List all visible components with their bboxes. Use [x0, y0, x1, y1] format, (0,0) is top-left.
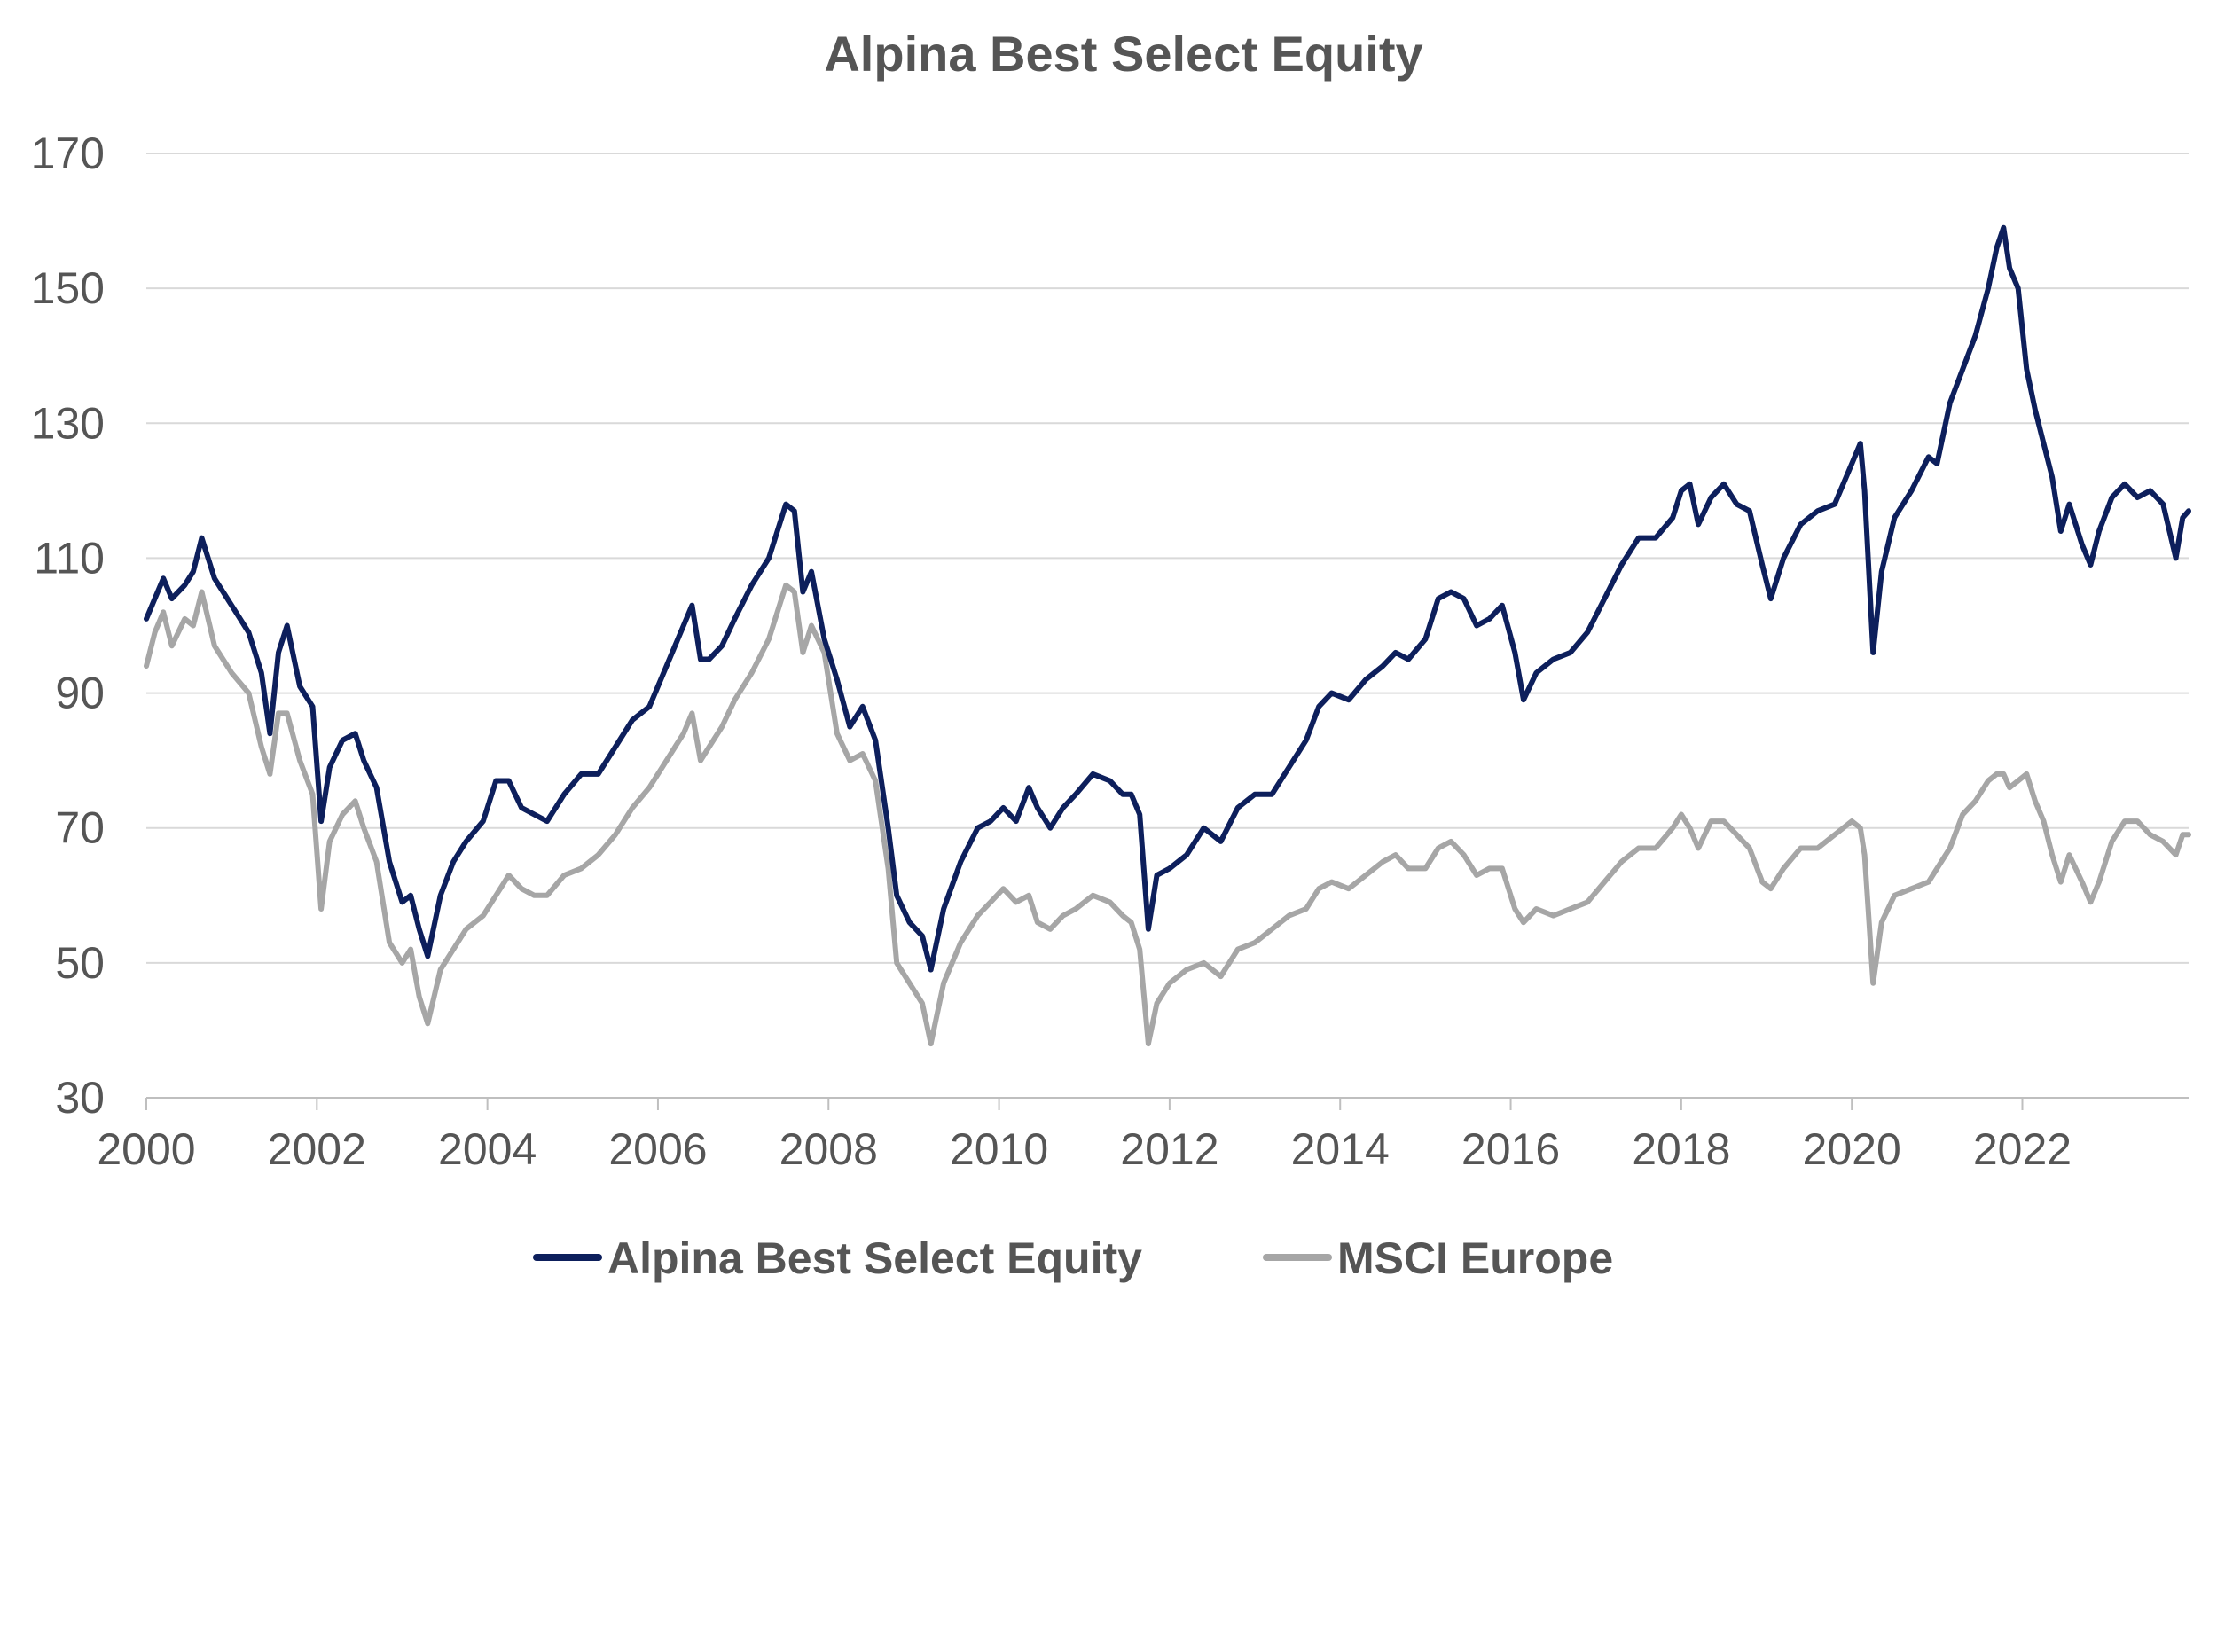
x-tick-label: 2004 [438, 1124, 537, 1174]
legend-label: Alpina Best Select Equity [607, 1233, 1142, 1283]
x-tick-label: 2018 [1632, 1124, 1730, 1174]
y-tick-label: 110 [34, 533, 105, 583]
x-axis: 2000 2002 2004 2006 2008 2010 2012 2014 2016 2018… [97, 1097, 2189, 1174]
legend-label: MSCI Europe [1337, 1233, 1613, 1283]
x-tick-label: 2006 [608, 1124, 707, 1174]
legend: Alpina Best Select Equity MSCI Europe [533, 1233, 1613, 1283]
x-tick-label: 2020 [1803, 1124, 1901, 1174]
y-tick-label: 170 [31, 129, 105, 178]
x-tick-label: 2014 [1291, 1124, 1390, 1174]
y-tick-label: 30 [55, 1073, 105, 1123]
series-line-msci-europe [144, 582, 2191, 1047]
x-tick-label: 2022 [1973, 1124, 2072, 1174]
y-tick-label: 50 [55, 938, 105, 988]
y-tick-label: 130 [31, 398, 105, 448]
x-tick-label: 2002 [268, 1124, 366, 1174]
x-tick-label: 2008 [779, 1124, 878, 1174]
series-line-alpina-best-select-equity [144, 224, 2191, 973]
series-layer [144, 224, 2191, 1047]
y-tick-label: 90 [55, 669, 105, 718]
y-tick-label: 70 [55, 803, 105, 853]
x-tick-label: 2012 [1120, 1124, 1218, 1174]
x-tick-label: 2016 [1461, 1124, 1560, 1174]
y-tick-label: 150 [31, 263, 105, 313]
x-tick-label: 2010 [950, 1124, 1048, 1174]
y-axis: 30 50 70 90 110 130 150 170 [31, 129, 105, 1123]
gridlines [146, 153, 2189, 964]
chart-title: Alpina Best Select Equity [824, 26, 1422, 82]
x-tick-label: 2000 [97, 1124, 195, 1174]
